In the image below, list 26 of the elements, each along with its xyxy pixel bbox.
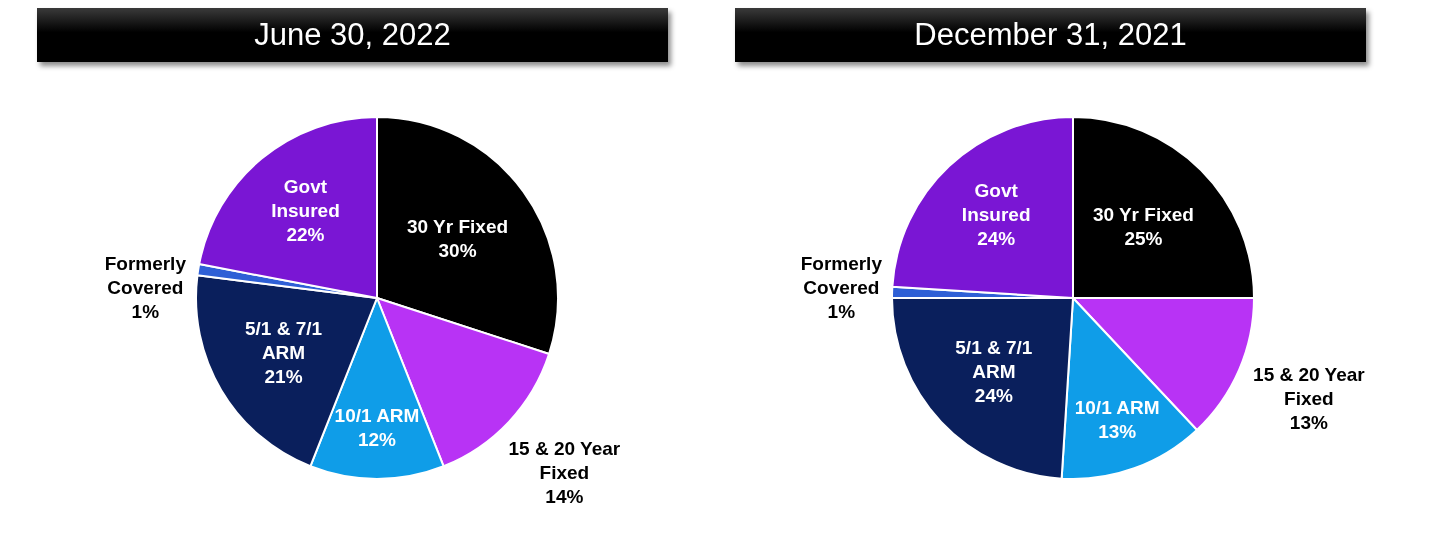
data-label: 14% bbox=[545, 486, 584, 508]
slice-label: Govt Insured bbox=[271, 175, 340, 221]
data-label: 24% bbox=[977, 228, 1016, 250]
slice-label: 30 Yr Fixed bbox=[407, 215, 509, 237]
slice-label: 15 & 20 Year Fixed bbox=[508, 438, 621, 484]
data-label: 13% bbox=[1098, 420, 1137, 442]
data-label: 13% bbox=[1289, 412, 1328, 434]
chart-title: December 31, 2021 bbox=[735, 8, 1366, 62]
slice-label: 5/1 & 7/1 ARM bbox=[244, 317, 323, 363]
slice-label: Formerly Covered bbox=[104, 253, 187, 299]
slice-label: Formerly Covered bbox=[800, 253, 883, 299]
data-label: 25% bbox=[1124, 227, 1163, 249]
slice-label: 10/1 ARM bbox=[1074, 396, 1160, 418]
data-label: 22% bbox=[286, 223, 325, 245]
slice-label: 15 & 20 Year Fixed bbox=[1253, 364, 1366, 410]
chart-title: June 30, 2022 bbox=[37, 8, 668, 62]
data-label: 12% bbox=[357, 428, 397, 450]
data-label: 1% bbox=[131, 301, 160, 323]
data-label: 24% bbox=[974, 384, 1013, 406]
data-label: 1% bbox=[827, 301, 856, 323]
data-label: 21% bbox=[264, 365, 303, 387]
slice-label: 30 Yr Fixed bbox=[1092, 203, 1194, 225]
slice-label: Govt Insured bbox=[961, 180, 1031, 226]
slice-label: 10/1 ARM bbox=[334, 404, 420, 426]
data-label: 30% bbox=[438, 239, 477, 261]
slice-label: 5/1 & 7/1 ARM bbox=[955, 336, 1033, 382]
